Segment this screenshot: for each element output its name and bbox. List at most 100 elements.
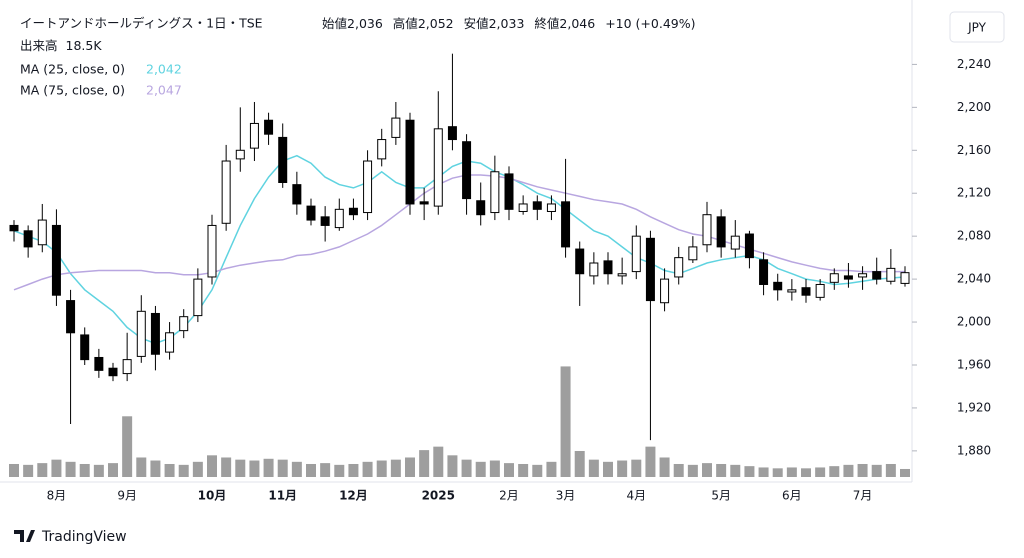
candle-body xyxy=(80,334,90,361)
volume-bar xyxy=(645,446,656,477)
volume-label: 出来高 xyxy=(20,38,58,53)
candle-body xyxy=(23,230,33,248)
volume-bar xyxy=(631,459,642,477)
candle-body xyxy=(476,200,486,216)
low-value: 2,033 xyxy=(489,16,525,31)
volume-bar xyxy=(9,463,19,477)
logo-icon xyxy=(14,530,35,542)
open-value: 2,036 xyxy=(347,16,383,31)
volume-bar xyxy=(51,459,62,477)
volume-bar xyxy=(277,459,288,477)
x-tick-label: 5月 xyxy=(711,489,731,503)
candle-body xyxy=(490,171,500,214)
volume-bar xyxy=(93,464,104,477)
candle-body xyxy=(504,173,514,210)
volume-bar xyxy=(843,464,854,477)
candle-body xyxy=(589,262,599,277)
candle-body xyxy=(787,289,797,293)
plot xyxy=(9,53,910,477)
candle-body xyxy=(320,216,330,226)
y-tick-label: 2,200 xyxy=(957,100,991,114)
chart-title: イートアンドホールディングス・1日・TSE xyxy=(20,16,263,31)
candle-body xyxy=(405,119,415,205)
volume-bar xyxy=(857,463,868,477)
candle-body xyxy=(51,224,61,296)
volume-bar xyxy=(263,458,274,477)
candle-body xyxy=(759,259,769,285)
volume-bar xyxy=(871,464,882,477)
volume-bar xyxy=(37,463,48,477)
candle-body xyxy=(278,136,288,183)
candle-body xyxy=(292,184,302,205)
candle-body xyxy=(122,359,132,375)
volume-bar xyxy=(122,416,133,477)
candle-body xyxy=(207,224,217,278)
y-tick-label: 2,120 xyxy=(957,186,991,200)
candle-body xyxy=(306,205,316,221)
volume-bar xyxy=(489,460,500,477)
candle-body xyxy=(108,367,118,377)
candle-body xyxy=(150,312,160,355)
candle-body xyxy=(264,119,274,135)
volume-bar xyxy=(108,463,118,477)
candle-body xyxy=(419,201,429,205)
candle-body xyxy=(532,201,542,210)
volume-bar xyxy=(758,467,769,477)
volume-bar xyxy=(574,450,585,477)
candle-body xyxy=(66,300,76,334)
volume-bar xyxy=(786,467,797,477)
volume-bar xyxy=(192,461,203,477)
volume-bar xyxy=(560,366,571,477)
volume-bar xyxy=(376,460,387,477)
x-tick-label: 4月 xyxy=(626,489,646,503)
volume-bar xyxy=(221,457,232,477)
currency-button[interactable] xyxy=(949,11,1005,43)
candle-body xyxy=(391,117,401,138)
volume-bar xyxy=(659,457,670,477)
candle-body xyxy=(575,248,585,275)
candle-body xyxy=(744,233,754,259)
candle-body xyxy=(235,149,245,160)
currency-label[interactable]: JPY xyxy=(967,21,987,35)
candle-body xyxy=(518,203,528,212)
volume-bar xyxy=(419,450,430,477)
x-tick-label: 8月 xyxy=(47,489,67,503)
y-tick-label: 1,880 xyxy=(957,443,991,457)
y-tick-label: 2,160 xyxy=(957,143,991,157)
volume-bar xyxy=(249,460,260,477)
brand: TradingView xyxy=(41,529,127,545)
volume-bar xyxy=(178,464,189,477)
candle-body xyxy=(179,316,189,332)
candle-body xyxy=(631,235,641,273)
volume-bar xyxy=(306,463,316,477)
y-tick-label: 2,080 xyxy=(957,229,991,243)
candle-body xyxy=(94,356,104,371)
volume-bar xyxy=(829,466,840,477)
candle-body xyxy=(221,160,231,224)
candle-body xyxy=(801,287,811,296)
volume-bar xyxy=(320,463,331,477)
legend-name: MA (25, close, 0) xyxy=(20,62,125,77)
volume-bar xyxy=(136,457,147,477)
volume-legend: 出来高 18.5K xyxy=(20,38,102,53)
volume-bar xyxy=(23,464,34,477)
x-tick-label: 6月 xyxy=(782,489,802,503)
candle-body xyxy=(136,310,146,357)
candle-body xyxy=(773,281,783,291)
volume-bar xyxy=(447,455,458,477)
candle-body xyxy=(462,141,472,200)
volume-bar xyxy=(461,459,472,477)
candle-body xyxy=(886,267,896,282)
high-value: 2,052 xyxy=(418,16,454,31)
x-tick-label: 12月 xyxy=(339,489,368,503)
volume-bar xyxy=(475,461,486,477)
candle-body xyxy=(561,201,571,248)
x-tick-label: 11月 xyxy=(268,489,297,503)
legend-value: 2,042 xyxy=(146,62,182,77)
volume-bar xyxy=(405,457,415,477)
ohlc-readout: 始値2,036 高値2,052 安値2,033 終値2,046 +10 (+0.… xyxy=(322,16,695,31)
y-tick-label: 1,960 xyxy=(957,357,991,371)
x-tick-label: 7月 xyxy=(853,489,873,503)
volume-bar xyxy=(673,463,684,477)
